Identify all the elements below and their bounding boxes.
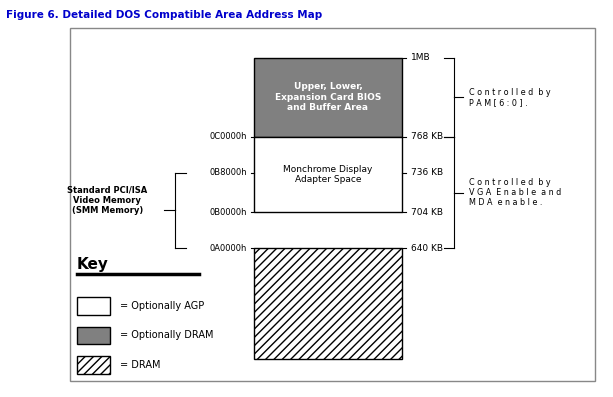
Text: 0A0000h: 0A0000h [210,244,247,252]
Text: = DRAM: = DRAM [120,360,160,370]
Text: 0C0000h: 0C0000h [210,133,247,141]
Text: 0B8000h: 0B8000h [210,168,247,177]
Text: 0B0000h: 0B0000h [210,208,247,217]
Text: Key: Key [77,257,109,272]
Bar [77,297,110,314]
Text: 736 KB: 736 KB [411,168,443,177]
Text: Upper, Lower,
Expansion Card BIOS
and Buffer Area: Upper, Lower, Expansion Card BIOS and Bu… [275,82,381,112]
Bar [254,58,402,137]
Text: 704 KB: 704 KB [411,208,443,217]
Bar [254,248,402,359]
Text: C o n t r o l l e d  b y
V G A  E n a b l e  a n d
M D A  e n a b l e .: C o n t r o l l e d b y V G A E n a b l … [469,177,561,208]
Text: = Optionally DRAM: = Optionally DRAM [120,330,213,341]
Text: 768 KB: 768 KB [411,133,443,141]
Bar [70,28,595,381]
Bar [77,357,110,374]
Text: 640 KB: 640 KB [411,244,443,252]
Text: = Optionally AGP: = Optionally AGP [120,301,204,311]
Bar [77,326,110,344]
Bar [254,137,402,212]
Text: Monchrome Display
Adapter Space: Monchrome Display Adapter Space [283,165,373,184]
Text: Figure 6. Detailed DOS Compatible Area Address Map: Figure 6. Detailed DOS Compatible Area A… [6,10,322,20]
Text: 1MB: 1MB [411,53,430,62]
Text: Standard PCI/ISA
Video Memory
(SMM Memory): Standard PCI/ISA Video Memory (SMM Memor… [67,185,147,216]
Text: C o n t r o l l e d  b y
P A M [ 6 : 0 ] .: C o n t r o l l e d b y P A M [ 6 : 0 ] … [469,88,550,107]
